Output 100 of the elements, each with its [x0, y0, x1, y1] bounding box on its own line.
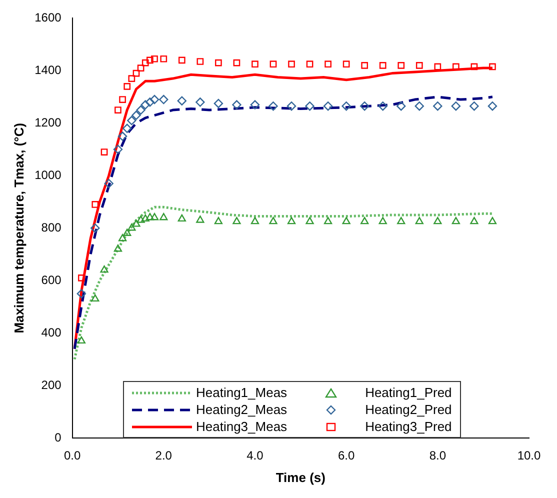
point — [342, 216, 350, 224]
line-series — [73, 206, 494, 361]
point — [470, 101, 479, 111]
point — [287, 216, 296, 224]
point — [77, 336, 86, 344]
point — [360, 216, 369, 224]
point — [140, 100, 150, 110]
point — [286, 101, 296, 111]
x-tick-label: 8.0 — [429, 448, 446, 463]
point — [305, 101, 314, 111]
point — [415, 216, 424, 224]
point — [378, 216, 387, 224]
point — [177, 96, 187, 106]
point — [268, 101, 278, 111]
point — [113, 144, 123, 154]
point — [233, 59, 240, 66]
point — [146, 56, 154, 64]
point — [104, 178, 114, 188]
point — [398, 62, 405, 69]
point — [142, 59, 149, 66]
point — [488, 101, 498, 111]
x-tick-label: 4.0 — [246, 448, 264, 463]
point — [214, 98, 224, 108]
point — [324, 216, 332, 224]
point — [378, 101, 388, 111]
y-tick-label: 200 — [41, 378, 62, 392]
point — [250, 100, 260, 110]
point — [128, 75, 136, 82]
point — [433, 101, 442, 111]
legend-label: Heating1_Meas — [196, 385, 288, 400]
point — [489, 63, 496, 70]
point — [178, 214, 186, 222]
point — [92, 201, 99, 208]
point — [324, 60, 332, 68]
y-tick-label: 1400 — [34, 62, 62, 77]
y-tick-label: 400 — [41, 325, 62, 340]
point — [416, 62, 423, 69]
legend-label: Heating1_Pred — [365, 385, 452, 400]
point — [150, 94, 160, 104]
point — [118, 234, 127, 242]
point — [150, 213, 159, 220]
point — [434, 216, 442, 224]
y-tick-label: 1600 — [34, 10, 62, 25]
point — [323, 101, 333, 111]
point — [270, 60, 277, 68]
point — [132, 110, 141, 120]
point — [100, 265, 108, 273]
point — [306, 60, 314, 68]
y-tick-label: 0 — [54, 430, 62, 444]
legend-label: Heating2_Pred — [365, 402, 452, 417]
point — [342, 101, 351, 111]
point — [196, 216, 204, 223]
point — [288, 60, 295, 68]
point — [127, 116, 136, 126]
x-tick-label: 6.0 — [338, 448, 355, 463]
point — [159, 94, 168, 104]
point — [151, 55, 158, 62]
point — [137, 64, 144, 72]
point — [141, 214, 150, 222]
point — [145, 98, 155, 107]
point — [379, 62, 386, 69]
point — [232, 100, 242, 110]
y-tick-label: 1200 — [34, 115, 62, 130]
point — [306, 216, 314, 224]
point — [76, 289, 86, 298]
point — [232, 216, 241, 224]
point — [123, 228, 132, 236]
point — [451, 101, 461, 111]
point — [160, 213, 168, 220]
point — [342, 60, 350, 68]
point — [124, 82, 131, 90]
x-tick-label: 2.0 — [155, 448, 172, 463]
point — [136, 105, 146, 115]
y-axis-title: Maximum temperature, Tmax, (°C) — [11, 122, 26, 334]
point — [136, 216, 145, 223]
point — [470, 216, 478, 224]
point — [269, 216, 278, 224]
point — [114, 244, 122, 252]
y-tick-label: 800 — [41, 220, 62, 234]
point — [160, 55, 168, 62]
point — [132, 220, 140, 227]
point — [146, 213, 154, 220]
legend-label: Heating2_Meas — [196, 402, 288, 417]
point — [114, 106, 122, 114]
y-tick-label: 1000 — [34, 168, 62, 182]
point — [361, 62, 368, 69]
point — [215, 59, 222, 66]
point — [488, 216, 497, 224]
point — [250, 216, 260, 224]
point — [414, 101, 424, 111]
point — [91, 294, 100, 302]
point — [196, 58, 204, 65]
point — [360, 101, 370, 111]
point — [132, 70, 140, 77]
point — [252, 60, 258, 68]
point — [178, 56, 186, 64]
point — [118, 132, 128, 141]
point — [452, 216, 460, 224]
point — [397, 216, 406, 224]
y-tick-label: 600 — [41, 272, 62, 287]
